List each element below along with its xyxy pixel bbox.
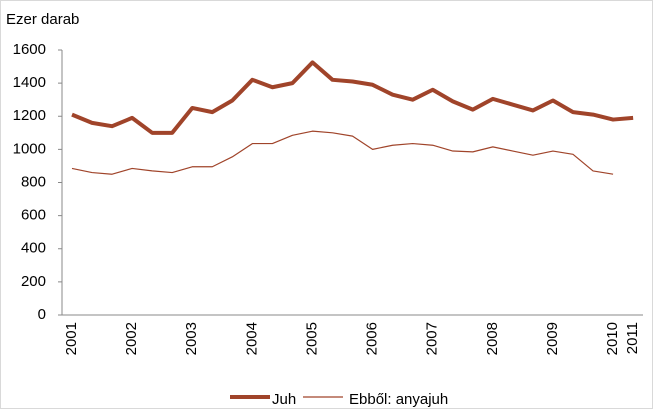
x-tick-label: 2007: [424, 322, 441, 355]
x-tick-label: 2011: [624, 322, 641, 354]
legend-label: Juh: [272, 391, 296, 408]
series-line: [71, 60, 634, 135]
x-tick-label: 2010: [604, 322, 621, 355]
x-tick-label: 2001: [63, 322, 80, 355]
series-line: [71, 130, 614, 175]
y-tick-label: 400: [21, 240, 46, 257]
y-tick-label: 1600: [13, 41, 46, 58]
x-tick-label: 2005: [303, 322, 320, 355]
y-tick-label: 1200: [13, 107, 46, 124]
y-axis-label: Ezer darab: [6, 11, 79, 28]
y-tick-label: 1000: [13, 140, 46, 157]
x-tick-label: 2003: [183, 322, 200, 355]
y-tick-label: 200: [21, 273, 46, 290]
y-tick-label: 1400: [13, 74, 46, 91]
legend-label: Ebből: anyajuh: [349, 391, 448, 408]
x-tick-label: 2009: [544, 322, 561, 355]
x-tick-label: 2004: [243, 322, 260, 355]
y-tick-label: 800: [21, 173, 46, 190]
x-tick-label: 2006: [364, 322, 381, 355]
x-tick-label: 2008: [484, 322, 501, 355]
y-tick-label: 600: [21, 207, 46, 224]
y-tick-label: 0: [38, 306, 46, 323]
x-tick-label: 2002: [123, 322, 140, 355]
